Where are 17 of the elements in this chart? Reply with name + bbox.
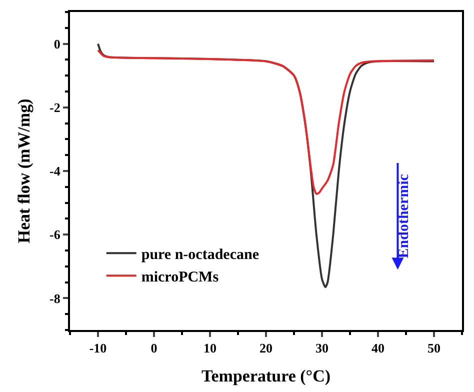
legend-label: pure n-octadecane bbox=[141, 246, 260, 263]
annotation: Endothermic bbox=[396, 174, 412, 258]
y-axis-title: Heat flow (mW/mg) bbox=[14, 98, 34, 244]
x-tick-label: 20 bbox=[260, 340, 272, 356]
y-tick-label: 0 bbox=[54, 36, 60, 52]
x-tick-label: 40 bbox=[372, 340, 384, 356]
y-tick-label: -8 bbox=[50, 290, 61, 306]
x-tick-label: -10 bbox=[89, 340, 107, 356]
x-tick-label: 50 bbox=[428, 340, 440, 356]
y-tick-label: -4 bbox=[50, 164, 61, 179]
y-tick-label: -2 bbox=[50, 100, 60, 115]
x-tick-label: 0 bbox=[150, 340, 158, 356]
x-tick-label: 30 bbox=[316, 340, 328, 356]
legend-label: microPCMs bbox=[141, 269, 219, 286]
x-tick-label: 10 bbox=[204, 340, 216, 356]
x-axis-title: Temperature (°C) bbox=[201, 366, 331, 386]
y-tick-label: -6 bbox=[50, 227, 61, 242]
